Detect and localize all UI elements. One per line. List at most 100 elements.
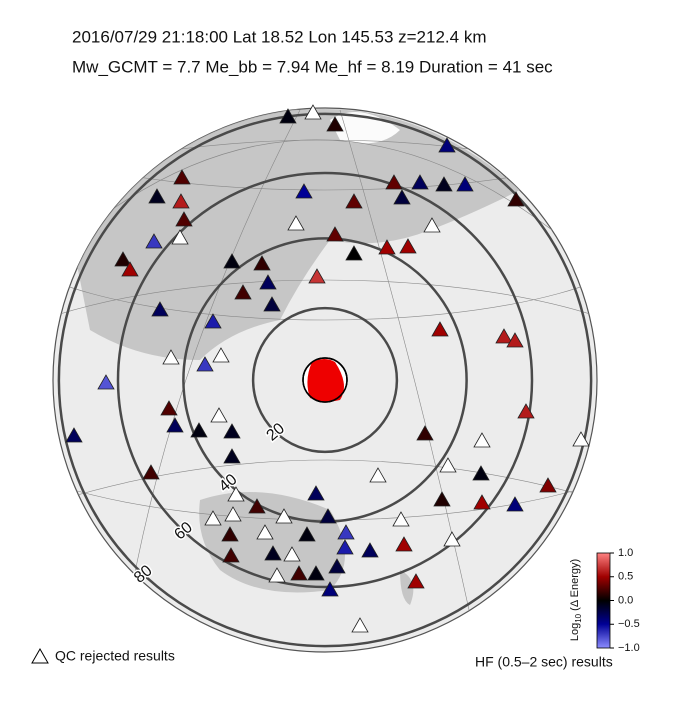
station	[517, 403, 535, 419]
station	[221, 526, 239, 542]
station	[248, 498, 266, 514]
colorbar-tick-label: 1.0	[618, 547, 633, 559]
station	[307, 565, 325, 581]
beachball	[302, 357, 348, 403]
station	[97, 374, 115, 390]
station-qc-rejected	[275, 508, 293, 524]
station	[263, 296, 281, 312]
station-qc-rejected	[212, 347, 230, 363]
header-line-1: 2016/07/29 21:18:00 Lat 18.52 Lon 145.53…	[72, 27, 486, 46]
legend-qc: QC rejected results	[55, 648, 175, 664]
station-qc-rejected	[204, 510, 222, 526]
station	[385, 174, 403, 190]
station	[435, 176, 453, 192]
station	[507, 191, 525, 207]
station-qc-rejected	[439, 457, 457, 473]
station	[326, 116, 344, 132]
colorbar-tick-label: −1.0	[618, 642, 640, 654]
station	[264, 545, 282, 561]
station-qc-rejected	[224, 506, 242, 522]
station	[328, 558, 346, 574]
station	[190, 422, 208, 438]
station	[539, 477, 557, 493]
station	[321, 581, 339, 597]
station	[433, 491, 451, 507]
station-qc-rejected	[171, 229, 189, 245]
station	[308, 268, 326, 284]
station	[121, 261, 139, 277]
station-qc-rejected	[304, 104, 322, 120]
station	[495, 328, 513, 344]
station	[298, 526, 316, 542]
station	[345, 245, 363, 261]
colorbar-label: Log10 (Δ Energy)	[569, 559, 583, 641]
station	[407, 573, 425, 589]
station	[234, 284, 252, 300]
distance-ring	[57, 112, 593, 648]
station-qc-rejected	[572, 431, 590, 447]
legend-hf: HF (0.5–2 sec) results	[475, 654, 613, 670]
station	[438, 137, 456, 153]
station	[336, 539, 354, 555]
station	[253, 255, 271, 271]
station	[506, 496, 524, 512]
station	[175, 211, 193, 227]
colorbar-label-rest: (Δ Energy)	[569, 559, 581, 614]
station	[223, 253, 241, 269]
colorbar-label-sub: 10	[574, 613, 583, 622]
station	[361, 542, 379, 558]
station	[114, 251, 132, 267]
station	[204, 313, 222, 329]
station	[345, 193, 363, 209]
colorbar-label-base: Log	[569, 623, 581, 641]
station	[307, 485, 325, 501]
station-qc-rejected	[283, 546, 301, 562]
station	[416, 425, 434, 441]
station	[395, 536, 413, 552]
distance-ring	[251, 306, 399, 454]
station-qc-rejected	[268, 567, 286, 583]
station-qc-rejected	[227, 486, 245, 502]
station	[393, 189, 411, 205]
station	[65, 427, 83, 443]
station	[196, 356, 214, 372]
stations	[65, 104, 590, 633]
station-qc-rejected	[351, 617, 369, 633]
station	[456, 176, 474, 192]
station	[223, 448, 241, 464]
station	[223, 423, 241, 439]
station	[222, 547, 240, 563]
station-qc-rejected	[287, 215, 305, 231]
station	[431, 321, 449, 337]
station	[148, 188, 166, 204]
station	[337, 524, 355, 540]
colorbar-tick-label: −0.5	[618, 618, 640, 630]
station-qc-rejected	[162, 349, 180, 365]
station-qc-rejected	[392, 511, 410, 527]
station	[290, 565, 308, 581]
station	[142, 464, 160, 480]
station	[378, 239, 396, 255]
station-qc-rejected	[256, 524, 274, 540]
station	[506, 332, 524, 348]
station	[472, 465, 490, 481]
legend-qc-symbol	[31, 647, 49, 664]
colorbar: Log10 (Δ Energy) 1.0 0.5 0.0 −0.5 −1.0	[569, 547, 640, 654]
station-qc-rejected	[369, 467, 387, 483]
station	[259, 274, 277, 290]
station	[160, 400, 178, 416]
station	[326, 226, 344, 242]
station	[145, 233, 163, 249]
station	[295, 183, 313, 199]
station-qc-rejected	[443, 531, 461, 547]
station	[319, 508, 337, 524]
station-qc-rejected	[423, 217, 441, 233]
station	[173, 169, 191, 185]
station	[473, 494, 491, 510]
colorbar-tick-label: 0.5	[618, 571, 633, 583]
colorbar-tick-label: 0.0	[618, 594, 633, 606]
distance-ring	[116, 171, 534, 589]
header-line-2: Mw_GCMT = 7.7 Me_bb = 7.94 Me_hf = 8.19 …	[72, 57, 553, 76]
station	[279, 108, 297, 124]
